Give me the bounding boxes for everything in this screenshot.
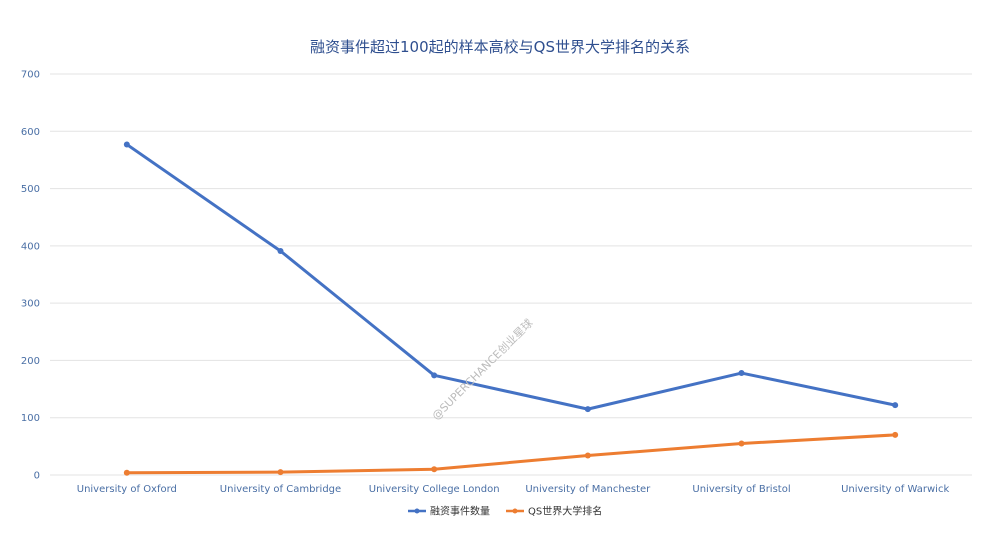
- y-tick-label: 700: [21, 70, 40, 81]
- y-axis-ticks: 0 100 200 300 400 500 600 700: [21, 70, 40, 482]
- data-point: [431, 372, 438, 379]
- data-point: [738, 370, 745, 377]
- data-point: [431, 466, 438, 473]
- x-tick-label: University of Manchester: [525, 484, 651, 495]
- data-point: [584, 452, 591, 459]
- y-tick-label: 100: [21, 413, 40, 424]
- series-lines: [125, 143, 896, 475]
- data-point: [123, 141, 130, 148]
- data-point: [277, 248, 284, 255]
- legend-marker: [414, 508, 420, 514]
- legend-label: QS世界大学排名: [528, 505, 602, 518]
- data-point: [584, 406, 591, 413]
- x-tick-label: University of Oxford: [77, 484, 177, 495]
- data-point: [123, 469, 130, 476]
- series-line: [125, 143, 896, 411]
- gridlines: [50, 73, 972, 476]
- series-line: [126, 433, 896, 475]
- legend-item: QS世界大学排名: [506, 505, 602, 518]
- data-point: [892, 431, 899, 438]
- y-tick-label: 500: [21, 184, 40, 195]
- legend-marker: [512, 508, 518, 514]
- y-tick-label: 600: [21, 127, 40, 138]
- y-tick-label: 300: [21, 299, 40, 310]
- chart-title: 融资事件超过100起的样本高校与QS世界大学排名的关系: [310, 38, 690, 56]
- x-tick-label: University of Bristol: [692, 484, 790, 495]
- legend: 融资事件数量 QS世界大学排名: [408, 505, 602, 518]
- data-point: [892, 402, 899, 409]
- series-points: [123, 141, 899, 476]
- y-tick-label: 400: [21, 241, 40, 252]
- data-point: [738, 440, 745, 447]
- data-point: [277, 469, 284, 476]
- x-tick-label: University of Cambridge: [220, 484, 341, 495]
- y-tick-label: 200: [21, 356, 40, 367]
- watermark: @SUPERCHANCE创业星球: [429, 316, 536, 423]
- x-axis-ticks: University of Oxford University of Cambri…: [77, 484, 950, 495]
- x-tick-label: University College London: [369, 484, 500, 495]
- y-tick-label: 0: [34, 471, 40, 482]
- legend-item: 融资事件数量: [408, 505, 490, 518]
- legend-label: 融资事件数量: [430, 505, 490, 518]
- x-tick-label: University of Warwick: [841, 484, 949, 495]
